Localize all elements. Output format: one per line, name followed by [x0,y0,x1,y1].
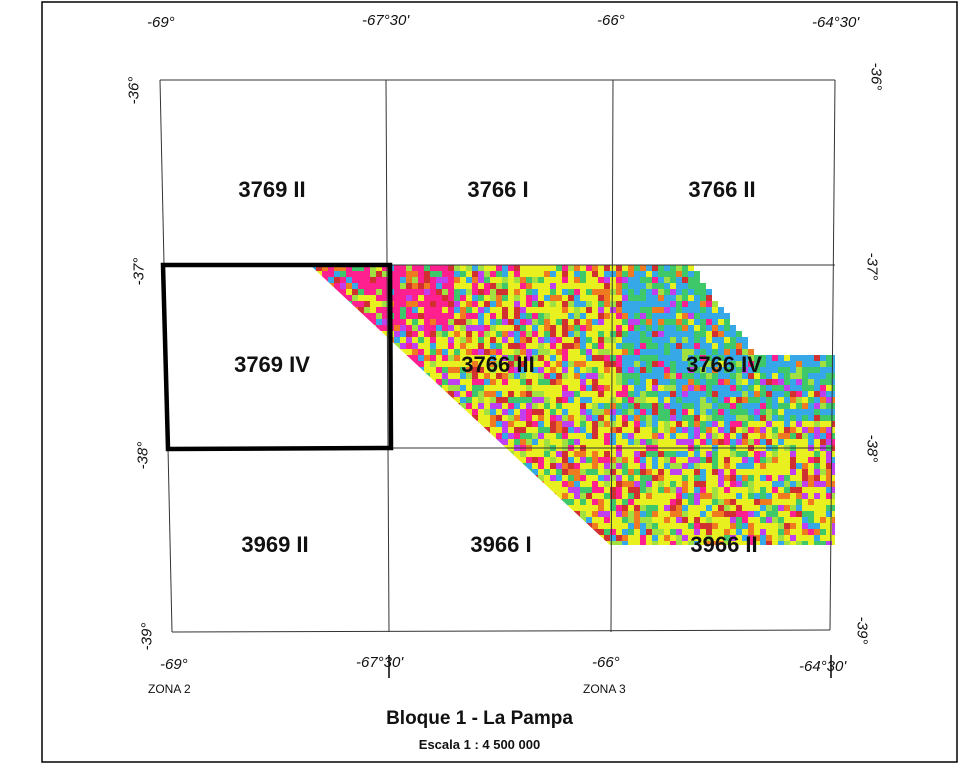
lon-label-bottom: -66° [592,654,620,671]
lat-label-left: -38° [134,441,152,470]
map-scale: Escala 1 : 4 500 000 [418,737,541,752]
lon-label-top: -69° [147,14,175,31]
sheet-label-3966-i: 3966 I [470,532,532,557]
lat-label-right: -39° [853,616,871,645]
lat-label-left: -37° [130,257,148,286]
grid-lon-66 [610,79,614,633]
zone-label-2: ZONA 2 [148,682,191,696]
sheet-label-3966-ii: 3966 II [690,532,758,557]
map-border [41,1,958,763]
sheet-label-3766-ii: 3766 II [688,177,756,202]
sheet-label-3766-iii: 3766 III [461,352,535,377]
lon-label-top: -64°30' [812,14,860,31]
lat-label-right: -37° [863,252,881,281]
lon-label-bottom: -69° [160,656,188,673]
grid-outer-right [829,79,836,631]
map-title: Bloque 1 - La Pampa [386,708,573,729]
sheet-label-3766-i: 3766 I [467,177,529,202]
sheet-label-3969-ii: 3969 II [241,532,309,557]
sheet-label-3769-iv[interactable]: 3769 IV [234,352,310,377]
zone-label-3: ZONA 3 [583,682,626,696]
lon-label-top: -66° [597,12,625,29]
lon-label-bottom: -64°30' [799,658,847,675]
lat-label-left: -39° [138,622,156,651]
lat-label-right: -36° [867,62,885,91]
grid-outer-bottom [171,629,831,633]
sheet-label-3766-iv: 3766 IV [686,352,762,377]
highlighted-sheet-frame[interactable] [160,262,394,452]
grid-lon-6730 [385,79,390,633]
lon-label-bottom: -67°30' [356,654,404,671]
lat-label-left: -36° [125,76,143,105]
sheet-label-3769-ii: 3769 II [238,177,306,202]
lon-label-top: -67°30' [362,12,410,29]
lat-label-right: -38° [863,434,881,463]
